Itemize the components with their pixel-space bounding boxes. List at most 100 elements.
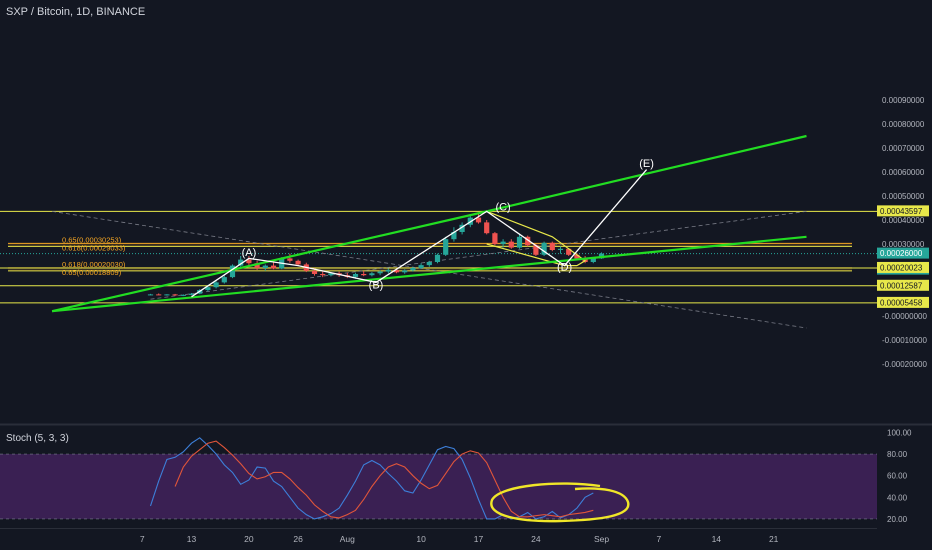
candle-body <box>320 274 326 276</box>
candle-body <box>147 294 154 296</box>
stoch-axis-tick: 60.00 <box>887 472 908 481</box>
time-axis-tick: 20 <box>244 534 254 544</box>
time-axis-tick: 21 <box>769 534 779 544</box>
price-axis-tick: -0.00000000 <box>882 312 927 321</box>
time-axis-tick: 14 <box>712 534 722 544</box>
candle-body <box>574 254 580 259</box>
stoch-axis-tick: 80.00 <box>887 450 908 459</box>
price-label: 0.00020023 <box>880 263 923 272</box>
price-axis-tick: 0.00070000 <box>882 144 925 153</box>
candle-body <box>295 260 301 265</box>
price-axis-tick: 0.00090000 <box>882 96 925 105</box>
wave-label: (E) <box>639 158 654 170</box>
candle-body <box>352 274 359 277</box>
chart-title: SXP / Bitcoin, 1D, BINANCE <box>6 6 146 18</box>
wedge-pattern <box>486 210 587 267</box>
time-axis-tick: 24 <box>531 534 541 544</box>
candle-body <box>475 217 482 223</box>
price-axis-tick: 0.00060000 <box>882 168 925 177</box>
candle-body <box>566 248 572 255</box>
price-label-bg <box>877 247 929 259</box>
time-axis-tick: 13 <box>187 534 197 544</box>
candle-body <box>590 258 596 262</box>
green-trendline <box>51 235 807 313</box>
time-axis-tick: Aug <box>340 534 355 544</box>
candle-body <box>385 269 391 272</box>
candle-body <box>410 268 416 271</box>
candle-body <box>205 287 211 291</box>
candle-body <box>172 294 178 296</box>
candle-body <box>156 294 162 296</box>
candle-body <box>500 241 506 244</box>
wave-label: (C) <box>495 201 510 213</box>
stoch-title: Stoch (5, 3, 3) <box>6 433 69 444</box>
price-label: 0.00012587 <box>880 281 923 290</box>
price-axis-tick: 0.00080000 <box>882 120 925 129</box>
candle-body <box>377 271 383 274</box>
candle-body <box>533 245 539 255</box>
candle-body <box>361 274 367 276</box>
price-axis-tick: 0.00030000 <box>882 240 925 249</box>
candle-body <box>238 259 244 266</box>
candle-body <box>328 273 334 276</box>
stoch-axis-tick: 40.00 <box>887 493 908 502</box>
price-axis-tick: -0.00020000 <box>882 360 927 369</box>
price-axis-bg <box>877 0 932 550</box>
candle-body <box>164 294 170 296</box>
candle-body <box>426 262 432 266</box>
candle-body <box>418 265 424 268</box>
candle-body <box>508 241 514 248</box>
wave-label: (D) <box>557 261 572 273</box>
dashed-trendline <box>52 210 807 329</box>
candle-body <box>451 232 457 240</box>
candle-body <box>180 294 186 296</box>
candle-body <box>549 242 555 250</box>
candle-body <box>516 236 523 248</box>
wave-label: (B) <box>369 279 384 291</box>
fib-label: 0.618(0.00029033) <box>62 243 126 252</box>
highlight-circle <box>490 482 630 523</box>
candle-body <box>525 236 531 246</box>
time-axis-tick: 10 <box>416 534 426 544</box>
candle-body <box>262 265 268 268</box>
stoch-axis-tick: 100.00 <box>887 428 912 437</box>
candle-body <box>221 277 227 283</box>
stoch-band <box>0 454 877 519</box>
candle-body <box>369 273 375 276</box>
candle-body <box>484 222 490 234</box>
price-label-bg <box>877 205 929 217</box>
fib-label: 0.618(0.00020030) <box>62 260 126 269</box>
fib-zone-lower <box>8 267 852 271</box>
candle-body <box>213 282 219 288</box>
candle-body <box>443 239 449 255</box>
candle-body <box>393 269 400 273</box>
price-label-bg <box>877 296 929 308</box>
time-axis-tick: 17 <box>474 534 484 544</box>
candle-body <box>229 265 236 278</box>
price-label: 0.00043597 <box>880 207 923 216</box>
time-axis-tick: 26 <box>293 534 303 544</box>
time-axis-tick: Sep <box>594 534 609 544</box>
candle-body <box>492 233 498 244</box>
candle-body <box>254 263 260 268</box>
price-axis-tick: -0.00010000 <box>882 336 927 345</box>
stoch-axis-tick: 20.00 <box>887 515 908 524</box>
dashed-trendline <box>150 210 807 300</box>
elliott-wave-path <box>191 169 648 298</box>
candle-body <box>311 270 318 274</box>
price-label-bg <box>877 261 929 273</box>
fib-label: 0.65(0.00030253) <box>62 235 122 244</box>
time-axis-tick: 7 <box>657 534 662 544</box>
candle-body <box>246 259 252 264</box>
price-label: 0.00026000 <box>880 249 923 258</box>
fib-zone-upper <box>8 243 852 247</box>
candle-body <box>270 265 277 269</box>
fib-label: 0.65(0.00018809) <box>62 268 122 277</box>
stoch-d-line <box>174 440 594 519</box>
candle-body <box>541 242 547 255</box>
price-axis-tick: 0.00040000 <box>882 216 925 225</box>
price-axis-tick: 0.00050000 <box>882 192 925 201</box>
price-label-bg <box>877 279 929 291</box>
candle-body <box>188 293 195 295</box>
